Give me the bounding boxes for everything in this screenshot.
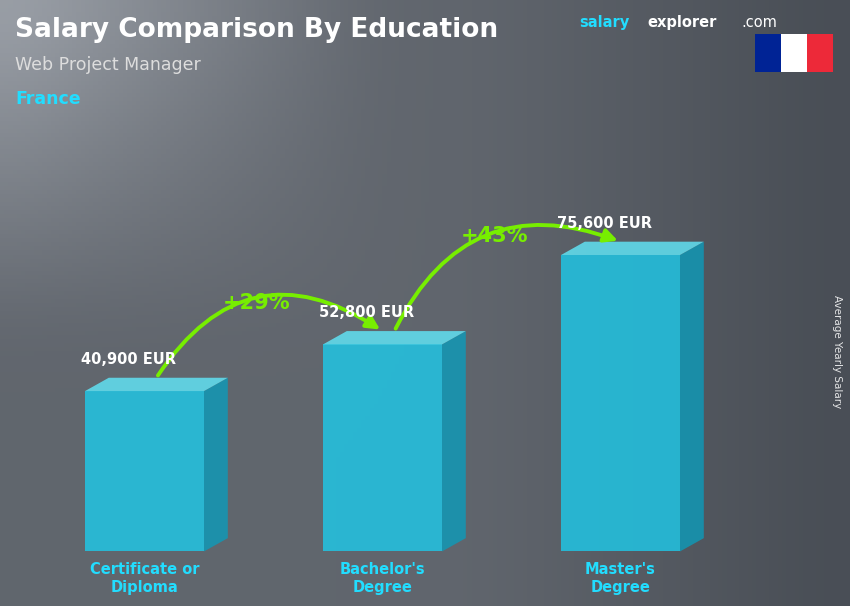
Text: 52,800 EUR: 52,800 EUR xyxy=(319,305,414,320)
Polygon shape xyxy=(204,378,228,551)
Text: Average Yearly Salary: Average Yearly Salary xyxy=(832,295,842,408)
Polygon shape xyxy=(561,255,680,551)
Polygon shape xyxy=(442,331,466,551)
Polygon shape xyxy=(680,242,704,551)
Text: Web Project Manager: Web Project Manager xyxy=(15,56,201,74)
Polygon shape xyxy=(323,331,466,344)
Text: Certificate or
Diploma: Certificate or Diploma xyxy=(90,562,199,594)
Polygon shape xyxy=(323,344,442,551)
Polygon shape xyxy=(561,242,704,255)
Text: France: France xyxy=(15,90,81,108)
Text: Master's
Degree: Master's Degree xyxy=(585,562,656,594)
Text: .com: .com xyxy=(741,15,777,30)
Text: +29%: +29% xyxy=(223,293,291,313)
Polygon shape xyxy=(85,391,204,551)
Text: Salary Comparison By Education: Salary Comparison By Education xyxy=(15,17,498,43)
Text: +43%: +43% xyxy=(461,226,529,246)
Text: 40,900 EUR: 40,900 EUR xyxy=(81,352,176,367)
Polygon shape xyxy=(807,34,833,72)
Text: explorer: explorer xyxy=(648,15,717,30)
Text: Bachelor's
Degree: Bachelor's Degree xyxy=(340,562,425,594)
Text: salary: salary xyxy=(580,15,630,30)
Polygon shape xyxy=(781,34,807,72)
Text: 75,600 EUR: 75,600 EUR xyxy=(557,216,652,231)
Polygon shape xyxy=(755,34,781,72)
Polygon shape xyxy=(85,378,228,391)
